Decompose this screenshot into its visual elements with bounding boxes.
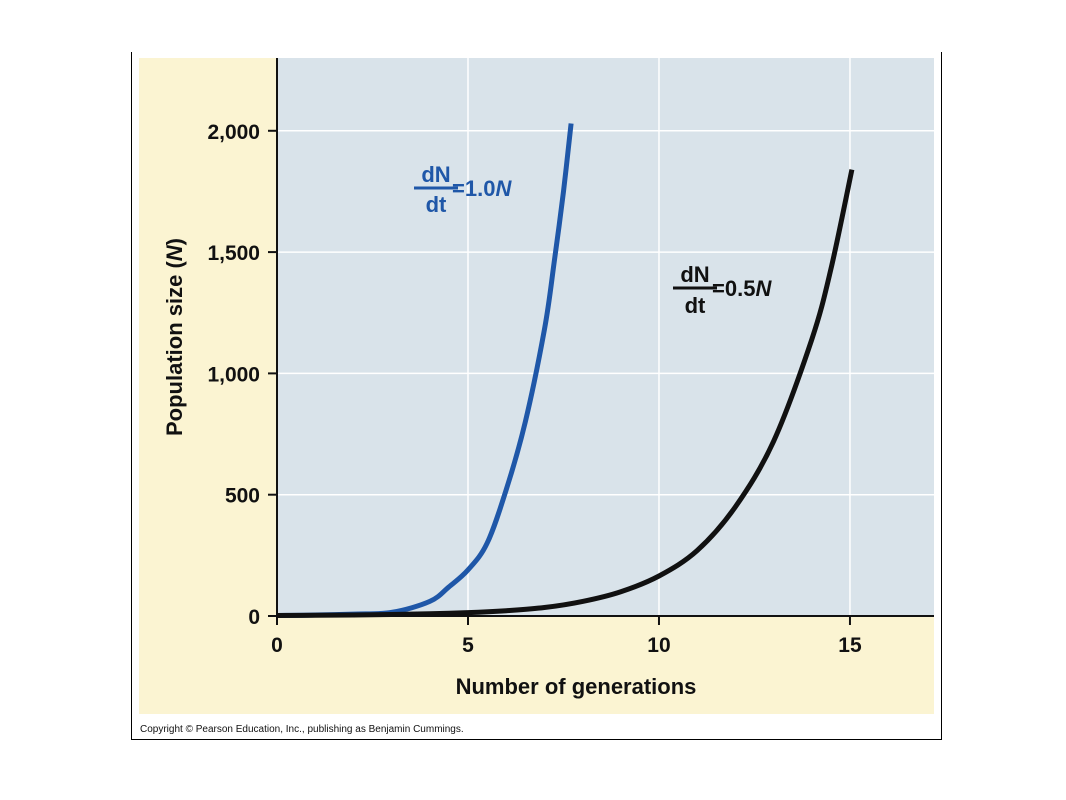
annotation-2-rhs-prefix: =0.5 (712, 276, 755, 301)
gridlines (277, 58, 934, 616)
tick-labels: 0 5 10 15 0 500 1,000 1,500 2,000 (207, 121, 862, 657)
y-axis-title: Population size (N) (162, 238, 187, 436)
x-axis-title: Number of generations (456, 674, 697, 699)
y-tick-label: 0 (248, 606, 260, 629)
annotation-2-denominator: dt (685, 293, 706, 318)
x-tick-label: 5 (462, 634, 474, 657)
y-tick-label: 1,000 (207, 363, 260, 386)
y-axis-title-close: ) (162, 238, 187, 245)
y-axis-title-main: Population size ( (162, 261, 187, 436)
annotation-1-rhs-var: N (495, 176, 512, 201)
annotation-growth-rate-2: dN dt =0.5N (673, 262, 772, 318)
series-lines (276, 123, 855, 618)
series-line-2 (276, 169, 855, 618)
annotation-1-numerator: dN (421, 162, 450, 187)
annotation-2-rhs-var: N (755, 276, 772, 301)
y-tick-label: 500 (225, 485, 260, 508)
annotation-2-numerator: dN (680, 262, 709, 287)
y-tick-label: 1,500 (207, 242, 260, 265)
annotation-growth-rate-1: dN dt =1.0N (414, 162, 512, 217)
copyright-notice: Copyright © Pearson Education, Inc., pub… (140, 724, 464, 735)
plot-area-background (277, 58, 934, 616)
y-tick-label: 2,000 (207, 121, 260, 144)
annotation-1-denominator: dt (426, 192, 447, 217)
annotation-2-rhs: =0.5N (712, 276, 772, 301)
annotation-1-rhs-prefix: =1.0 (452, 176, 495, 201)
annotation-1-rhs: =1.0N (452, 176, 512, 201)
x-tick-label: 10 (647, 634, 670, 657)
y-axis-title-var: N (162, 244, 187, 261)
x-tick-label: 0 (271, 634, 283, 657)
x-tick-label: 15 (838, 634, 862, 657)
